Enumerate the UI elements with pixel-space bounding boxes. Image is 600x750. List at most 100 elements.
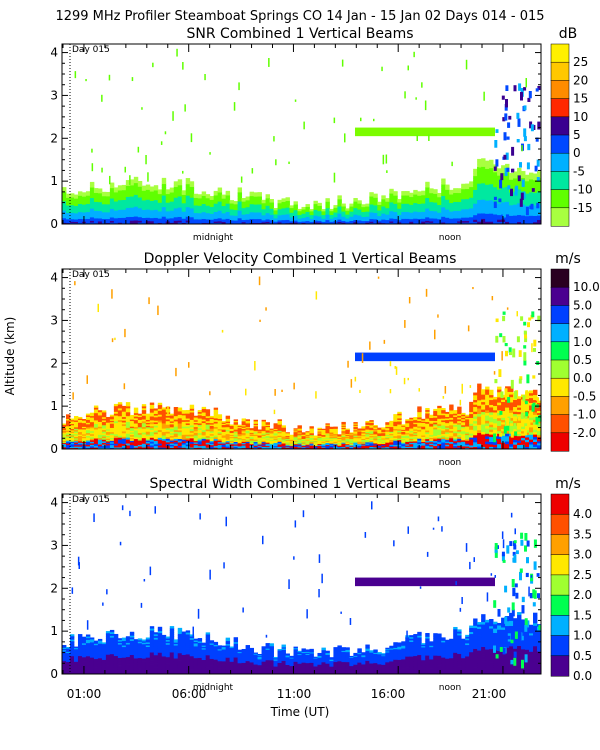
field-cell bbox=[93, 429, 99, 432]
field-cell bbox=[141, 195, 147, 198]
field-cell bbox=[77, 196, 83, 199]
field-cell bbox=[169, 192, 175, 195]
field-cell bbox=[221, 199, 227, 202]
field-cell bbox=[325, 425, 330, 427]
field-cell bbox=[141, 185, 147, 188]
field-cell bbox=[177, 179, 183, 182]
field-cell bbox=[157, 435, 163, 438]
field-cell bbox=[473, 196, 478, 200]
field-cell bbox=[117, 193, 123, 196]
field-cell bbox=[201, 191, 207, 194]
field-cell bbox=[169, 220, 175, 223]
field-cell bbox=[453, 204, 458, 207]
field-cell bbox=[85, 418, 91, 420]
field-cell bbox=[509, 185, 514, 189]
field-cell bbox=[97, 221, 103, 223]
field-cell bbox=[429, 209, 434, 212]
field-cell bbox=[337, 218, 342, 220]
field-cell bbox=[165, 206, 171, 209]
field-cell bbox=[369, 209, 374, 212]
field-cell bbox=[81, 419, 87, 421]
field-cell bbox=[157, 222, 163, 225]
field-cell bbox=[365, 439, 370, 442]
field-cell bbox=[349, 220, 354, 222]
field-cell bbox=[457, 222, 462, 225]
field-cell bbox=[117, 186, 123, 189]
field-cell bbox=[121, 409, 127, 412]
field-cell bbox=[197, 202, 203, 205]
field-cell bbox=[213, 212, 219, 215]
field-cell bbox=[421, 211, 426, 214]
field-cell bbox=[225, 421, 231, 424]
field-cell bbox=[125, 191, 131, 194]
field-cell bbox=[389, 196, 394, 198]
field-cell bbox=[117, 447, 123, 450]
field-cell bbox=[325, 221, 330, 224]
scatter-return bbox=[238, 82, 240, 91]
field-cell bbox=[317, 217, 322, 220]
field-cell bbox=[241, 441, 247, 444]
field-cell bbox=[69, 208, 75, 211]
field-cell bbox=[137, 200, 143, 203]
field-cell bbox=[89, 429, 95, 432]
field-cell bbox=[221, 212, 227, 215]
field-cell bbox=[457, 188, 462, 191]
field-cell bbox=[445, 197, 450, 200]
field-cell bbox=[405, 196, 410, 199]
field-cell bbox=[93, 218, 99, 220]
field-cell bbox=[389, 222, 394, 225]
field-cell bbox=[265, 211, 270, 214]
field-cell bbox=[161, 429, 167, 433]
field-cell bbox=[333, 209, 338, 211]
field-cell bbox=[297, 445, 302, 447]
field-cell bbox=[153, 190, 159, 193]
field-cell bbox=[117, 215, 123, 218]
field-cell bbox=[469, 193, 474, 196]
field-cell bbox=[525, 174, 530, 178]
field-cell bbox=[101, 217, 107, 220]
field-cell bbox=[321, 429, 326, 431]
field-cell bbox=[101, 413, 107, 416]
field-cell bbox=[217, 444, 223, 447]
field-cell bbox=[341, 425, 346, 427]
field-cell bbox=[269, 434, 274, 436]
field-cell bbox=[237, 426, 243, 429]
field-cell bbox=[205, 414, 211, 417]
field-cell bbox=[73, 199, 79, 202]
field-cell bbox=[125, 437, 131, 440]
field-cell bbox=[113, 413, 119, 416]
field-cell bbox=[125, 425, 131, 428]
field-cell bbox=[281, 432, 286, 434]
field-cell bbox=[309, 217, 314, 219]
field-cell bbox=[109, 446, 115, 448]
field-cell bbox=[65, 210, 71, 212]
field-cell bbox=[369, 436, 374, 439]
field-cell bbox=[297, 221, 302, 223]
field-cell bbox=[361, 445, 366, 447]
field-cell bbox=[62, 208, 67, 211]
field-cell bbox=[245, 214, 251, 217]
field-cell bbox=[77, 191, 83, 194]
field-cell bbox=[429, 188, 434, 191]
field-cell bbox=[285, 208, 290, 210]
field-cell bbox=[245, 196, 251, 199]
field-cell bbox=[145, 222, 151, 225]
field-cell bbox=[245, 421, 251, 424]
field-cell bbox=[413, 222, 418, 225]
field-cell bbox=[401, 200, 406, 203]
field-cell bbox=[65, 437, 71, 440]
field-cell bbox=[245, 209, 251, 211]
field-cell bbox=[301, 439, 306, 442]
field-cell bbox=[457, 219, 462, 222]
field-cell bbox=[293, 428, 298, 430]
field-cell bbox=[173, 429, 179, 432]
field-cell bbox=[333, 210, 338, 212]
field-cell bbox=[133, 192, 139, 195]
field-cell bbox=[253, 422, 258, 424]
field-cell bbox=[417, 194, 422, 196]
field-cell bbox=[329, 217, 334, 219]
field-cell bbox=[525, 221, 530, 225]
field-cell bbox=[153, 194, 159, 197]
field-cell bbox=[97, 200, 103, 203]
field-cell bbox=[329, 436, 334, 439]
